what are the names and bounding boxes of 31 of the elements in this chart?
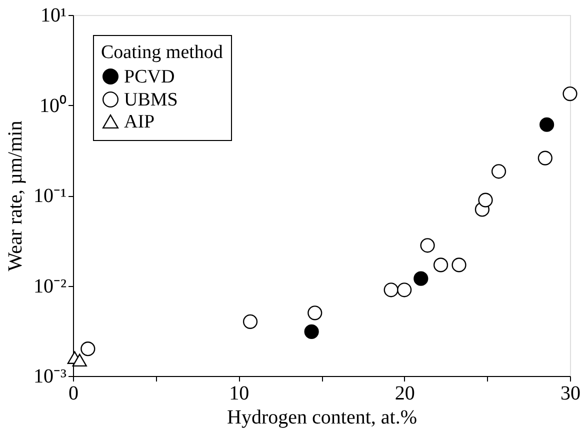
x-axis-title: Hydrogen content, at.% [227, 406, 417, 428]
point [452, 258, 466, 272]
point [80, 342, 96, 356]
point [433, 258, 448, 272]
y-tick-label: 10⁻² [34, 275, 66, 298]
point [538, 150, 552, 166]
x-tick-label: 30 [560, 382, 580, 404]
point [397, 282, 412, 298]
y-axis-title: Wear rate, µm/min [4, 120, 27, 272]
y-tick-label: 10⁰ [40, 94, 66, 117]
y-tick-label: 10⁻³ [34, 366, 66, 388]
point [72, 354, 87, 367]
y-tick-label: 10⁻¹ [34, 185, 66, 207]
point [562, 86, 578, 102]
x-tick-label: 0 [68, 382, 78, 404]
y-tick-label: 10¹ [40, 4, 66, 26]
point [308, 306, 322, 320]
x-tick-label: 10 [229, 382, 250, 404]
legend-label: UBMS [124, 90, 178, 110]
legend-label: AIP [124, 112, 155, 132]
point [420, 238, 435, 253]
point [478, 192, 493, 208]
point [540, 117, 554, 132]
point [304, 324, 319, 339]
point [414, 271, 428, 286]
point [491, 164, 506, 179]
point [242, 314, 258, 329]
legend-label: PCVD [124, 66, 175, 88]
point [384, 282, 398, 298]
legend-title: Coating method [101, 42, 224, 63]
x-tick-label: 20 [394, 382, 415, 404]
